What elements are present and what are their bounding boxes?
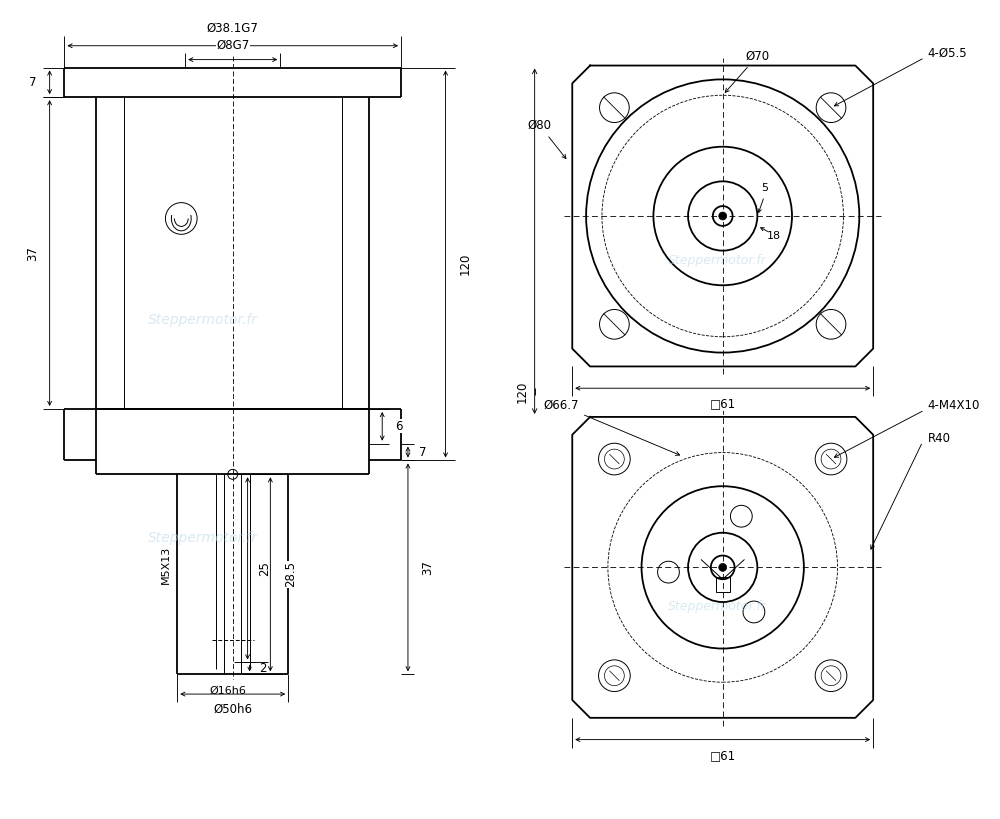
Text: Steppermotor.fr: Steppermotor.fr [148, 531, 258, 545]
Text: 120: 120 [459, 253, 472, 275]
Text: Ø16h6: Ø16h6 [209, 686, 246, 696]
Text: 7: 7 [419, 446, 427, 459]
Text: 4-M4X10: 4-M4X10 [928, 399, 980, 411]
Text: 6: 6 [395, 420, 403, 432]
Bar [716, 577, 730, 592]
Text: 2: 2 [259, 662, 266, 675]
Text: Steppermotor.fr: Steppermotor.fr [668, 254, 767, 267]
Text: 120: 120 [515, 381, 528, 403]
Text: Ø8G7: Ø8G7 [216, 39, 249, 52]
Text: M5X13: M5X13 [160, 545, 170, 583]
Text: Ø80: Ø80 [528, 119, 566, 159]
Text: 4-Ø5.5: 4-Ø5.5 [928, 48, 967, 60]
Text: 37: 37 [421, 560, 434, 575]
Circle shape [719, 212, 727, 220]
Text: Ø70: Ø70 [725, 50, 769, 93]
Text: □61: □61 [710, 749, 736, 762]
Text: Ø38.1G7: Ø38.1G7 [207, 21, 259, 34]
Text: 7: 7 [29, 76, 37, 89]
Text: Ø50h6: Ø50h6 [213, 703, 252, 716]
Text: Steppermotor.fr: Steppermotor.fr [668, 600, 767, 613]
Text: 5: 5 [761, 183, 768, 193]
Text: 25: 25 [258, 561, 271, 576]
Text: 28.5: 28.5 [284, 561, 297, 587]
Text: □61: □61 [710, 397, 736, 410]
Circle shape [719, 563, 727, 572]
Text: 18: 18 [767, 231, 781, 241]
Text: Steppermotor.fr: Steppermotor.fr [148, 313, 258, 327]
Text: Ø66.7: Ø66.7 [544, 399, 680, 455]
Text: R40: R40 [928, 432, 951, 446]
Text: 37: 37 [26, 246, 39, 260]
